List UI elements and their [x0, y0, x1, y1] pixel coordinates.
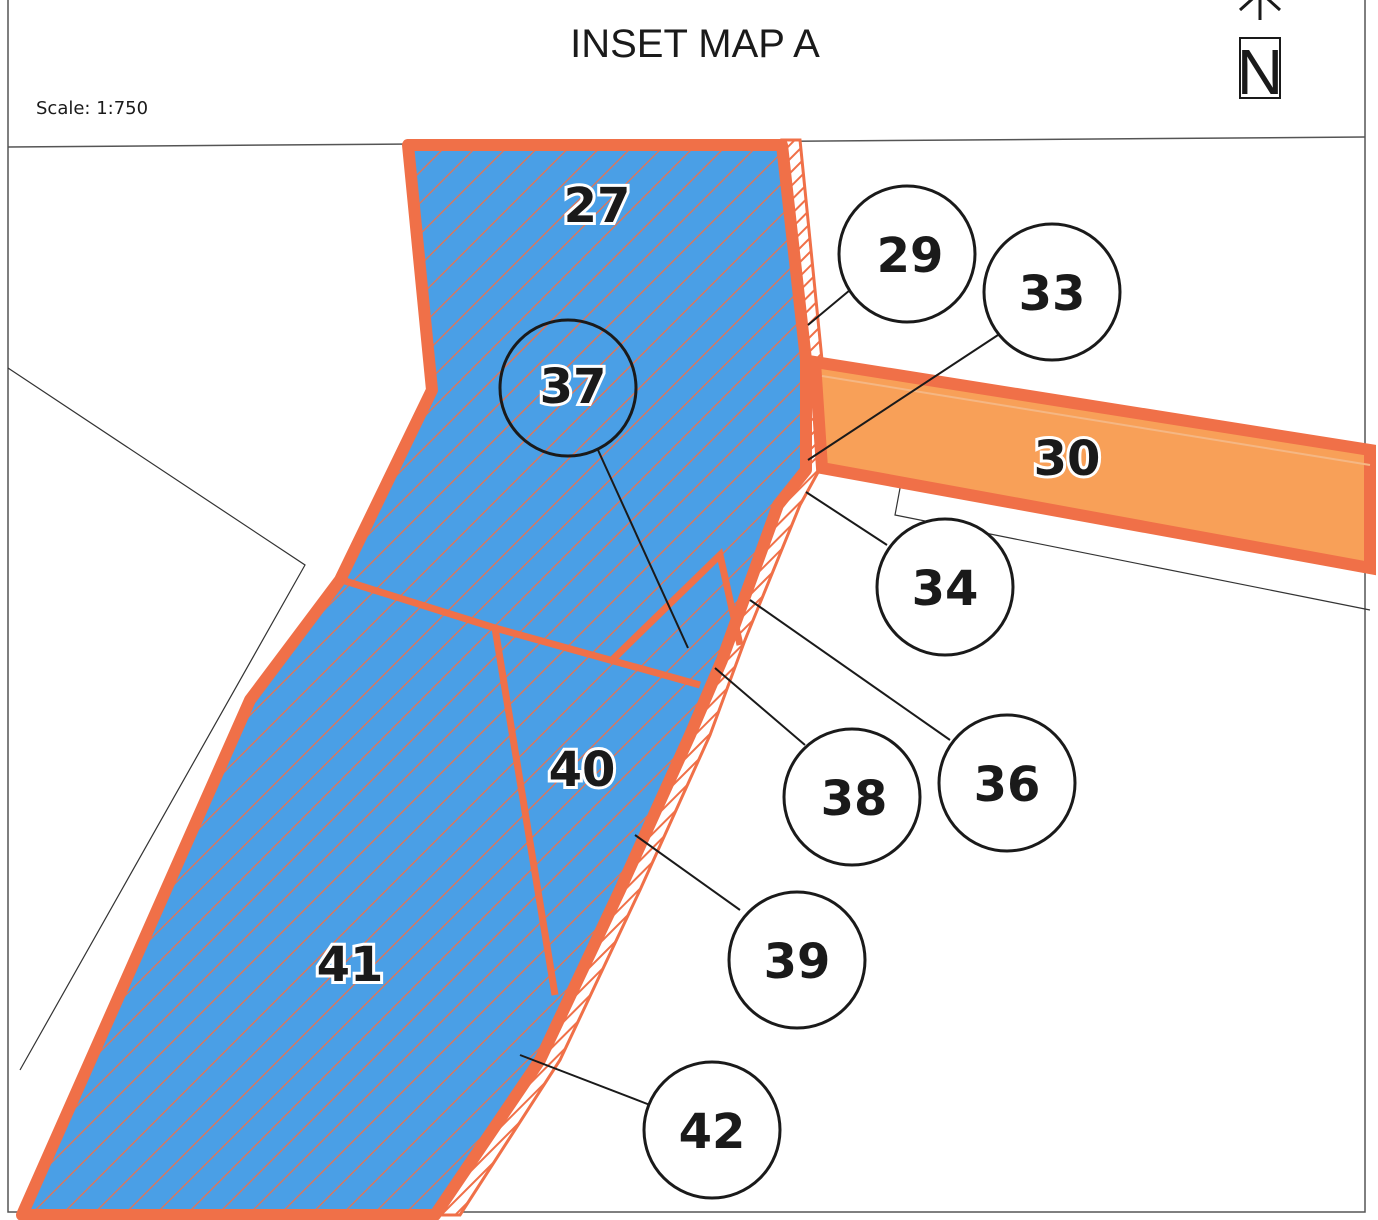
parcel-27	[16, 139, 812, 1220]
map-title: INSET MAP A	[570, 22, 820, 66]
leader-34	[805, 491, 888, 546]
north-arrow-icon: N	[1237, 0, 1283, 108]
callout-38-circle	[782, 727, 922, 867]
leader-lines	[519, 289, 999, 1106]
label-33: 33	[1019, 266, 1086, 322]
label-30: 30	[1034, 431, 1101, 487]
parcel-30	[808, 354, 1376, 576]
label-38: 38	[821, 771, 888, 827]
label-40: 40	[549, 742, 616, 798]
map-scale: Scale: 1:750	[36, 98, 149, 119]
boundary-40-41	[491, 627, 559, 996]
leader-33	[807, 334, 999, 461]
callout-42-circle	[642, 1060, 782, 1200]
leader-38	[714, 667, 806, 746]
label-37: 37	[540, 359, 607, 415]
leader-36	[749, 599, 951, 741]
label-34: 34	[912, 561, 979, 617]
label-29: 29	[877, 228, 944, 284]
label-39: 39	[764, 934, 831, 990]
label-27: 27	[564, 178, 631, 234]
boundary-38	[609, 548, 744, 663]
callout-36-circle	[937, 713, 1077, 853]
parcel-outline-west	[7, 367, 306, 1071]
callout-37-circle	[498, 318, 638, 458]
callout-33-circle	[982, 222, 1122, 362]
leader-37	[597, 449, 689, 649]
leader-42	[519, 1054, 651, 1106]
callout-circles	[642, 184, 1122, 1200]
label-42: 42	[679, 1104, 746, 1160]
label-36: 36	[974, 757, 1041, 813]
north-label: N	[1237, 36, 1283, 108]
leader-29	[807, 289, 851, 326]
callout-34-circle	[875, 517, 1015, 657]
label-41: 41	[317, 937, 384, 993]
callout-29-circle	[837, 184, 977, 324]
callout-39-circle	[727, 890, 867, 1030]
leader-39	[634, 834, 741, 911]
